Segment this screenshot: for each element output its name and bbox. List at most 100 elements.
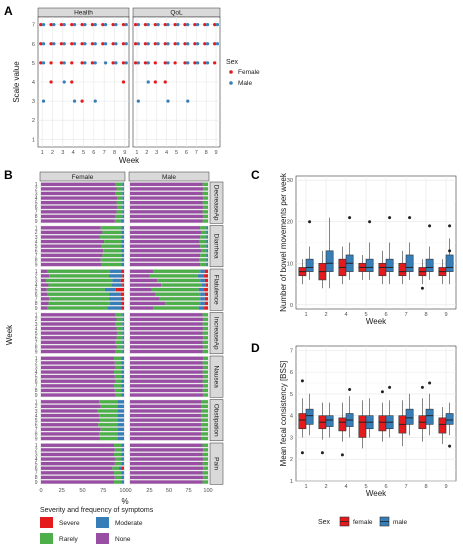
stacked-bar-severe (121, 306, 124, 310)
stacked-bar-none (41, 244, 102, 248)
x-tick-label: 9 (123, 150, 126, 156)
point-female (70, 61, 74, 65)
point-male (93, 61, 97, 65)
facet-strip (128, 171, 210, 182)
box-female (358, 415, 367, 438)
x-tick-label: 50 (166, 488, 172, 494)
facet-label: Flatulence (213, 275, 220, 305)
x-tick-label: 0 (39, 488, 42, 494)
y-tick-label: 6 (35, 423, 38, 429)
stacked-bar-none (41, 235, 100, 239)
facet-label: DecreaseAp (213, 185, 220, 221)
point-male (83, 23, 87, 27)
stacked-bar-none (41, 214, 116, 219)
stacked-bar-none (41, 306, 48, 310)
stacked-bar-severe (122, 274, 124, 278)
stacked-bar-rarely (114, 480, 122, 484)
stacked-bar-rarely (117, 331, 123, 335)
point-female (163, 61, 167, 65)
stacked-bar-none (41, 258, 101, 262)
stacked-bar-rarely (149, 274, 198, 278)
stacked-bar-moderate (121, 475, 124, 480)
stacked-bar-rarely (115, 457, 122, 461)
stacked-bar-rarely (203, 475, 208, 480)
x-tick-label: 4 (72, 150, 75, 156)
stacked-bar-severe (121, 297, 124, 301)
stacked-bar-rarely (203, 457, 208, 461)
stacked-bar-none (130, 269, 154, 273)
box-outlier-female (340, 453, 344, 457)
y-tick-label: 7 (35, 471, 38, 477)
stacked-bar-severe (204, 306, 208, 310)
point-female (80, 61, 84, 65)
point-female (153, 23, 157, 27)
point-male (166, 99, 170, 103)
stacked-bar-none (41, 466, 113, 470)
point-female (121, 42, 126, 46)
stacked-bar-none (130, 471, 203, 475)
y-tick-label: 1 (35, 400, 38, 406)
stacked-bar-none (41, 274, 50, 278)
y-tick-label: 3 (35, 278, 38, 284)
y-tick-label: 9 (35, 306, 38, 312)
stacked-bar-rarely (200, 413, 208, 418)
y-tick-label: 0 (290, 303, 293, 309)
point-female (153, 42, 157, 46)
stacked-bar-none (41, 345, 117, 349)
stacked-bar-rarely (203, 374, 208, 379)
stacked-bar-rarely (102, 230, 122, 235)
stacked-bar-none (41, 340, 116, 344)
point-female (213, 42, 217, 46)
stacked-bar-moderate (121, 230, 124, 235)
point-female (183, 61, 187, 65)
y-tick-label: 20 (287, 220, 293, 226)
stacked-bar-moderate (117, 404, 124, 409)
stacked-bar-moderate (112, 278, 121, 283)
stacked-bar-rarely (115, 191, 123, 196)
stacked-bar-moderate (206, 244, 208, 248)
y-tick-label: 1 (35, 226, 38, 232)
stacked-bar-rarely (48, 301, 110, 306)
box-female (378, 262, 387, 277)
legend-key-moderate (96, 517, 109, 528)
x-tick-label: 7 (404, 312, 407, 318)
stacked-bar-rarely (202, 210, 208, 214)
box-outlier-male (428, 224, 432, 228)
x-tick-label: 6 (384, 484, 387, 490)
stacked-bar-moderate (117, 427, 124, 431)
stacked-bar-none (130, 356, 204, 360)
y-tick-label: 3 (35, 452, 38, 458)
point-female (49, 80, 53, 84)
stacked-bar-none (130, 239, 200, 244)
stacked-bar-rarely (114, 356, 122, 360)
stacked-bar-rarely (99, 235, 122, 239)
y-tick-label: 5 (290, 392, 293, 398)
x-tick-label: 4 (344, 312, 347, 318)
stacked-bar-severe (121, 269, 124, 273)
y-tick-label: 4 (35, 370, 38, 376)
facet-strip (209, 355, 224, 398)
y-tick-label: 3 (35, 365, 38, 371)
stacked-bar-moderate (120, 219, 124, 223)
stacked-bar-rarely (202, 313, 208, 317)
point-male (41, 42, 46, 46)
facet-label: Health (74, 10, 93, 17)
legend-title: Sex (226, 59, 239, 66)
stacked-bar-moderate (117, 423, 124, 427)
stacked-bar-moderate (122, 182, 124, 186)
stacked-bar-rarely (100, 258, 122, 262)
stacked-bar-none (130, 443, 203, 447)
panel-letter-a: A (4, 4, 13, 18)
point-male (124, 23, 128, 27)
stacked-bar-rarely (200, 244, 207, 248)
y-tick-label: 8 (35, 388, 38, 394)
point-male (41, 99, 46, 103)
point-male (166, 23, 170, 27)
point-female (163, 80, 167, 84)
point-male (186, 61, 190, 65)
stacked-bar-rarely (99, 432, 118, 436)
y-axis-title: Number of bowel movements per week (279, 172, 288, 312)
stacked-bar-rarely (201, 427, 208, 431)
point-female (183, 23, 187, 27)
